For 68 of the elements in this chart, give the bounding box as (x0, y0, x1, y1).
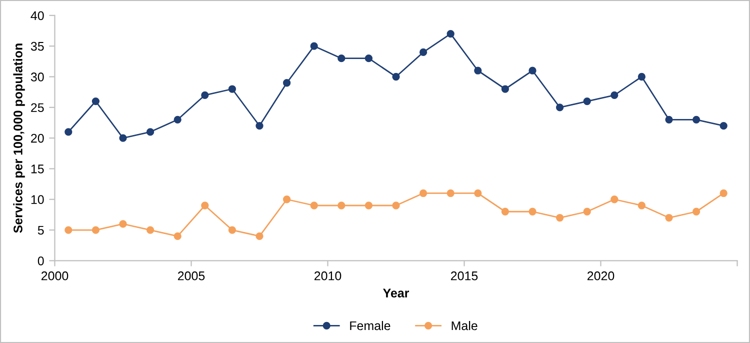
y-axis-title: Services per 100,000 population (13, 44, 25, 233)
legend-label: Male (452, 320, 478, 330)
point (501, 208, 510, 216)
point (446, 30, 454, 38)
point (610, 196, 618, 204)
legend-label: Female (350, 320, 390, 330)
y-tick-label: 35 (30, 42, 44, 51)
point (338, 202, 346, 210)
x-tick-label: 2005 (178, 271, 205, 280)
y-tick-label: 5 (38, 226, 44, 235)
point (92, 226, 100, 234)
point (92, 97, 100, 106)
point (64, 226, 72, 234)
y-tick-label: 10 (31, 195, 44, 204)
x-tick-label: 2020 (587, 271, 614, 280)
point (665, 116, 673, 124)
y-tick-label: 15 (31, 164, 44, 174)
point (256, 122, 264, 130)
y-tick-label: 20 (31, 134, 44, 143)
x-tick-label: 2010 (314, 271, 342, 280)
point (392, 72, 400, 81)
point (446, 189, 454, 198)
point (665, 214, 673, 222)
x-axis-title: Year (383, 288, 410, 298)
point (392, 202, 400, 210)
point (364, 202, 373, 210)
point (556, 214, 564, 222)
x-tick-label: 2000 (41, 271, 68, 280)
point (474, 66, 482, 74)
point (174, 232, 182, 240)
point (528, 208, 536, 216)
point (638, 202, 646, 210)
point (474, 189, 482, 198)
point (201, 202, 209, 210)
y-tick-label: 30 (30, 72, 44, 82)
point (638, 72, 646, 81)
point (310, 42, 318, 50)
point (228, 226, 236, 234)
point (146, 128, 154, 136)
y-tick-label: 40 (30, 11, 44, 20)
point (228, 85, 236, 93)
y-tick-label: 0 (38, 256, 44, 266)
point (583, 97, 591, 106)
point (282, 196, 291, 204)
point (610, 91, 618, 99)
point (419, 48, 428, 56)
point (501, 85, 510, 93)
point (528, 66, 536, 74)
point (692, 116, 700, 124)
point (119, 134, 127, 142)
point (282, 79, 291, 87)
point (256, 232, 264, 240)
point (720, 189, 728, 198)
point (338, 54, 346, 62)
point (419, 189, 428, 198)
y-tick-label: 25 (31, 103, 44, 112)
point (310, 202, 318, 210)
point (364, 54, 373, 62)
point (201, 91, 209, 99)
point (583, 208, 591, 216)
point (556, 104, 564, 112)
point (119, 220, 127, 228)
point (146, 226, 154, 234)
point (720, 122, 728, 130)
point (692, 208, 700, 216)
point (174, 116, 182, 124)
point (64, 128, 72, 136)
x-tick-label: 2015 (450, 271, 478, 280)
